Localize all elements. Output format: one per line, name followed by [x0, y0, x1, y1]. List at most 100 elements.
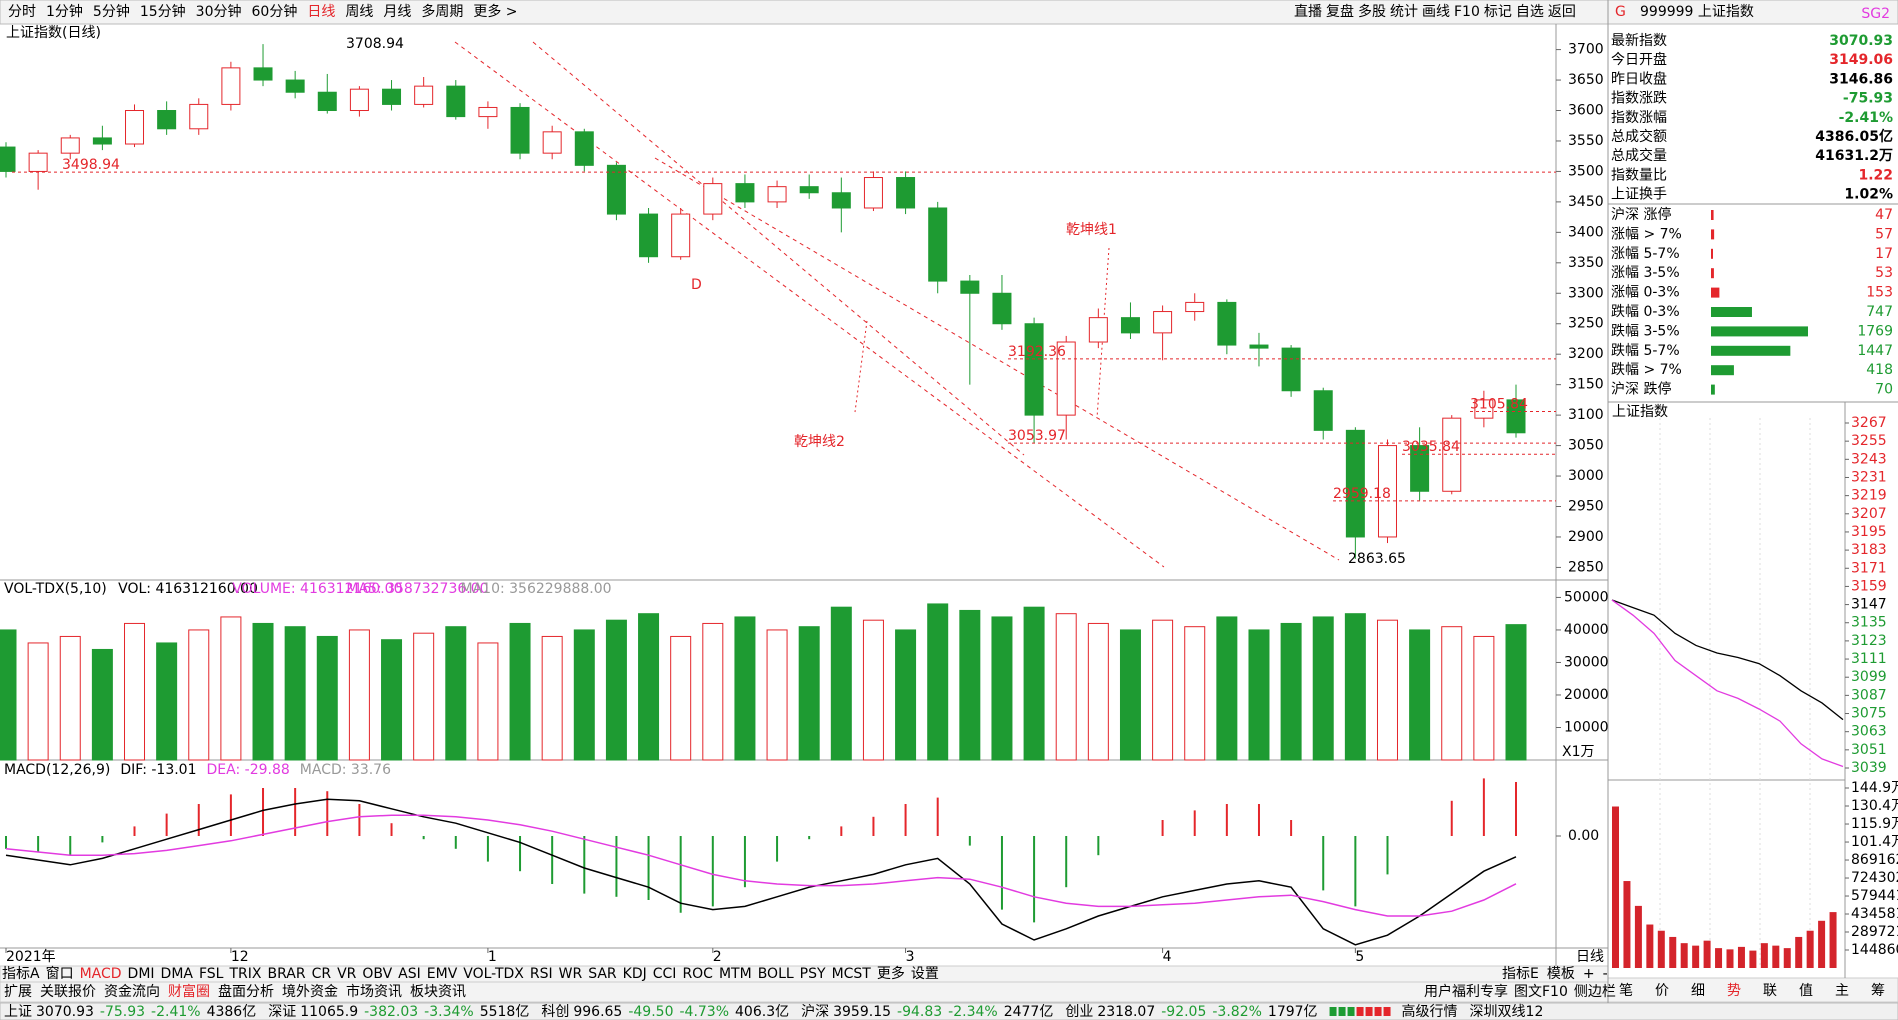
info-tab[interactable]: 盘面分析	[218, 983, 274, 1000]
indicator-tab[interactable]: BRAR	[267, 966, 305, 982]
volume-header: MA5: 358732736.00	[346, 581, 488, 597]
info-tool[interactable]: 用户福利专享	[1424, 983, 1508, 1000]
indicator-tab[interactable]: 指标A	[2, 966, 40, 982]
period-tab[interactable]: 多周期	[421, 3, 463, 20]
indicator-tab[interactable]: KDJ	[623, 966, 647, 982]
period-tab[interactable]: 月线	[383, 4, 411, 20]
side-tab[interactable]: 值	[1799, 983, 1813, 999]
quote-value: -2.41%	[1839, 110, 1893, 126]
breadth-value: 1769	[1857, 323, 1893, 339]
tool-tab[interactable]: 标记	[1484, 4, 1512, 20]
indicator-tab[interactable]: BOLL	[758, 966, 794, 982]
intraday-volume-bar	[1634, 905, 1642, 968]
indicator-tab[interactable]: MCST	[832, 966, 872, 982]
tool-tab[interactable]: 统计	[1390, 4, 1418, 20]
breadth-value: 418	[1866, 362, 1893, 378]
trend-line	[454, 41, 1165, 568]
candle-body	[639, 213, 659, 258]
breadth-bar	[1711, 365, 1734, 376]
macd-header: DIF: -13.01	[120, 762, 196, 778]
info-tab[interactable]: 扩展	[4, 984, 32, 1000]
indicator-tab[interactable]: ROC	[682, 966, 713, 982]
indicator-tool[interactable]: -	[1603, 966, 1608, 982]
info-tool[interactable]: 图文F10	[1514, 984, 1568, 1000]
info-tab[interactable]: 关联报价	[40, 984, 96, 1000]
info-tab[interactable]: 市场资讯	[346, 983, 402, 1000]
dif-line	[5, 798, 1517, 946]
period-tab[interactable]: 15分钟	[140, 3, 186, 20]
quote-label: 指数涨幅	[1611, 110, 1667, 126]
price-label: 2959.18	[1333, 486, 1391, 502]
intraday-volume-bar	[1646, 924, 1654, 968]
tool-tab[interactable]: 返回	[1548, 4, 1576, 20]
side-tab[interactable]: 势	[1727, 983, 1741, 999]
period-tab[interactable]: 30分钟	[196, 3, 242, 20]
volume-bar	[156, 642, 178, 761]
indicator-tab[interactable]: WR	[559, 966, 583, 982]
indicator-tab[interactable]: DMA	[161, 966, 194, 982]
indicator-tool[interactable]: +	[1583, 966, 1595, 982]
tool-tab[interactable]: 画线	[1422, 4, 1450, 20]
tool-tab[interactable]: 多股	[1358, 3, 1386, 20]
volume-bar	[509, 622, 531, 761]
period-tab[interactable]: 1分钟	[46, 3, 83, 20]
tool-tab[interactable]: 自选	[1516, 4, 1544, 20]
candle-body	[60, 137, 80, 154]
indicator-tab[interactable]: DMI	[128, 966, 155, 982]
breadth-value: 747	[1866, 304, 1893, 320]
indicator-tool[interactable]: 指标E	[1502, 966, 1539, 982]
indicator-tab[interactable]: CCI	[653, 966, 677, 982]
period-tab[interactable]: 5分钟	[93, 3, 130, 20]
indicator-tab[interactable]: TRIX	[228, 966, 261, 982]
indicator-tab[interactable]: RSI	[530, 966, 553, 982]
indicator-tab[interactable]: ASI	[398, 966, 421, 982]
volume-bar	[573, 629, 595, 761]
x-tick-label: 12	[231, 949, 249, 965]
candle-body	[606, 164, 626, 215]
info-tool[interactable]: 侧边栏	[1574, 984, 1616, 1000]
volume-bar	[1344, 613, 1366, 761]
quote-tag: SG2	[1861, 6, 1890, 22]
info-tab[interactable]: 资金流向	[104, 984, 160, 1000]
indicator-tab[interactable]: 更多	[877, 965, 905, 982]
dea-line	[5, 814, 1517, 917]
y-tick-label: 3051	[1851, 742, 1887, 758]
indicator-tab[interactable]: 设置	[911, 966, 939, 982]
period-tab[interactable]: 分时	[8, 4, 36, 20]
indicator-tab[interactable]: CR	[312, 966, 332, 982]
period-tab[interactable]: 日线	[307, 4, 335, 20]
tool-tab[interactable]: 复盘	[1326, 3, 1354, 20]
status-value: -75.93	[100, 1004, 145, 1020]
volume-bar	[413, 632, 435, 761]
side-tab[interactable]: 主	[1835, 983, 1849, 999]
info-tab[interactable]: 境外资金	[282, 984, 338, 1000]
intraday-volume-bar	[1737, 946, 1745, 968]
side-tab[interactable]: 联	[1763, 983, 1777, 999]
indicator-tab[interactable]: EMV	[427, 966, 458, 982]
indicator-tab[interactable]: FSL	[199, 966, 224, 982]
info-tab[interactable]: 板块资讯	[410, 984, 466, 1000]
info-tab[interactable]: 财富圈	[168, 983, 210, 1000]
quote-value: 3070.93	[1829, 33, 1893, 49]
side-tab[interactable]: 筹	[1871, 982, 1885, 999]
indicator-tab[interactable]: MTM	[719, 966, 752, 982]
tool-tab[interactable]: F10	[1454, 4, 1480, 20]
indicator-tab[interactable]: 窗口	[46, 965, 74, 982]
period-tab[interactable]: 更多 >	[473, 3, 517, 20]
period-tab[interactable]: 60分钟	[252, 3, 298, 20]
indicator-tab[interactable]: VOL-TDX	[463, 966, 524, 982]
y-tick-label: 0.00	[1568, 828, 1599, 844]
indicator-tool[interactable]: 模板	[1547, 966, 1575, 982]
side-tab[interactable]: 价	[1655, 983, 1669, 999]
indicator-tab[interactable]: VR	[337, 966, 357, 982]
volume-bar	[1023, 606, 1045, 761]
side-tab[interactable]: 细	[1691, 983, 1705, 999]
period-tab[interactable]: 周线	[345, 4, 373, 20]
side-tab[interactable]: 笔	[1619, 983, 1633, 999]
indicator-tab[interactable]: SAR	[588, 966, 617, 982]
indicator-tab[interactable]: MACD	[80, 966, 122, 982]
tool-tab[interactable]: 直播	[1294, 3, 1322, 20]
indicator-tab[interactable]: OBV	[362, 966, 392, 982]
indicator-tab[interactable]: PSY	[800, 966, 826, 982]
